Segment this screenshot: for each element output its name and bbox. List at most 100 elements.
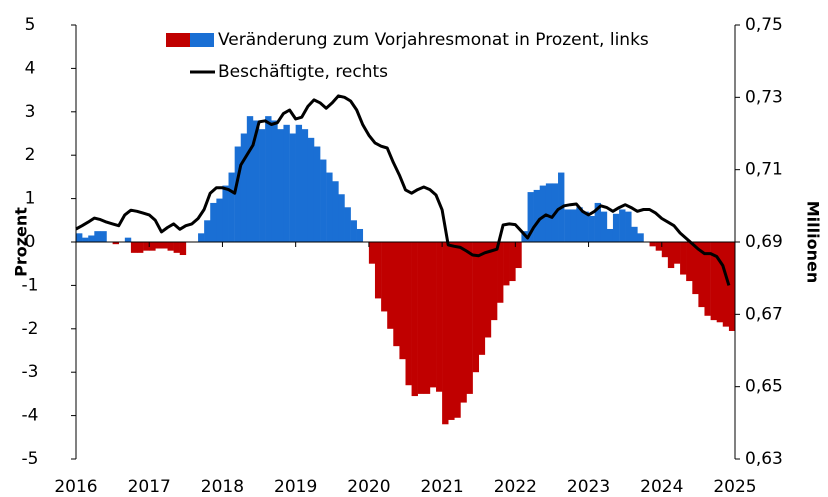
bar — [82, 237, 89, 242]
y-tick-label: 0 — [25, 232, 36, 252]
bar — [533, 189, 541, 242]
bar — [350, 220, 357, 242]
bar — [460, 242, 467, 403]
x-tick-label: 2023 — [567, 477, 610, 497]
bar — [649, 242, 656, 247]
bar — [716, 242, 724, 323]
bar — [393, 242, 400, 347]
bar — [576, 207, 583, 242]
bar — [204, 220, 211, 242]
bar — [655, 242, 663, 251]
y-axis-label: Prozent — [12, 207, 31, 277]
x-tick-label: 2018 — [201, 477, 244, 497]
bar — [344, 207, 351, 242]
x-tick-label: 2024 — [640, 477, 683, 497]
bar — [545, 183, 553, 242]
bar — [76, 233, 83, 242]
bar — [612, 213, 620, 242]
y-tick-label: 1 — [25, 189, 36, 209]
bar — [515, 242, 522, 269]
bar — [619, 209, 626, 242]
bar — [564, 209, 571, 242]
bar — [704, 242, 711, 316]
bar — [265, 116, 272, 242]
bar — [271, 120, 278, 242]
x-tick-label: 2021 — [420, 477, 463, 497]
bar — [338, 194, 345, 242]
bar — [466, 242, 473, 394]
bar — [100, 231, 107, 242]
bar — [234, 146, 242, 242]
bar — [289, 133, 296, 242]
bar — [527, 192, 534, 242]
bar — [497, 242, 504, 303]
y-tick-label: -1 — [22, 275, 39, 295]
bar — [368, 242, 376, 264]
y2-tick-label: 0,75 — [745, 15, 783, 35]
bar — [478, 242, 486, 355]
bar — [332, 181, 339, 242]
bar — [301, 129, 309, 242]
bar — [252, 120, 260, 242]
bar — [161, 242, 168, 249]
bar — [155, 242, 162, 249]
y2-tick-label: 0,63 — [745, 449, 783, 469]
bar — [509, 242, 516, 282]
bar — [429, 242, 437, 388]
bar — [436, 242, 443, 392]
bar — [417, 242, 425, 394]
x-tick-label: 2019 — [274, 477, 317, 497]
bar — [374, 242, 382, 299]
bar — [136, 242, 144, 253]
bar — [472, 242, 480, 373]
bar — [313, 146, 321, 242]
bar — [210, 202, 217, 242]
bar — [259, 129, 266, 242]
bar — [381, 242, 388, 312]
bar — [686, 242, 693, 282]
y2-tick-label: 0,69 — [745, 232, 783, 252]
bar — [698, 242, 705, 308]
bar — [143, 242, 150, 251]
bar — [88, 235, 95, 242]
bar — [167, 242, 174, 251]
bar — [246, 116, 254, 242]
x-tick-label: 2022 — [494, 477, 537, 497]
bar — [198, 233, 205, 242]
y2-tick-label: 0,71 — [745, 160, 783, 180]
bar — [320, 159, 327, 242]
bar — [387, 242, 394, 329]
bar — [454, 242, 461, 418]
bar — [283, 124, 290, 242]
bar — [484, 242, 492, 338]
y2-tick-label: 0,65 — [745, 377, 783, 397]
bar — [728, 242, 736, 331]
bar — [94, 231, 101, 242]
bar — [600, 211, 608, 242]
bar — [179, 242, 187, 256]
bar — [405, 242, 412, 386]
x-tick-label: 2025 — [713, 477, 756, 497]
bar — [112, 242, 119, 245]
bar — [173, 242, 180, 253]
bar — [692, 242, 699, 295]
bar — [625, 211, 632, 242]
legend-label: Veränderung zum Vorjahresmonat in Prozen… — [218, 30, 649, 50]
bar — [490, 242, 498, 321]
y2-axis-label: Millionen — [804, 201, 823, 283]
bar — [503, 242, 510, 286]
y2-tick-label: 0,73 — [745, 87, 783, 107]
legend-label: Beschäftigte, rechts — [218, 62, 388, 82]
y2-tick-label: 0,67 — [745, 304, 783, 324]
bar — [149, 242, 156, 251]
bar — [423, 242, 431, 394]
bar — [295, 124, 303, 242]
x-tick-label: 2017 — [128, 477, 171, 497]
y-tick-label: -2 — [22, 319, 39, 339]
bar — [240, 133, 248, 242]
bar — [710, 242, 717, 321]
bar — [448, 242, 455, 420]
x-tick-label: 2020 — [347, 477, 390, 497]
bar — [674, 242, 681, 264]
